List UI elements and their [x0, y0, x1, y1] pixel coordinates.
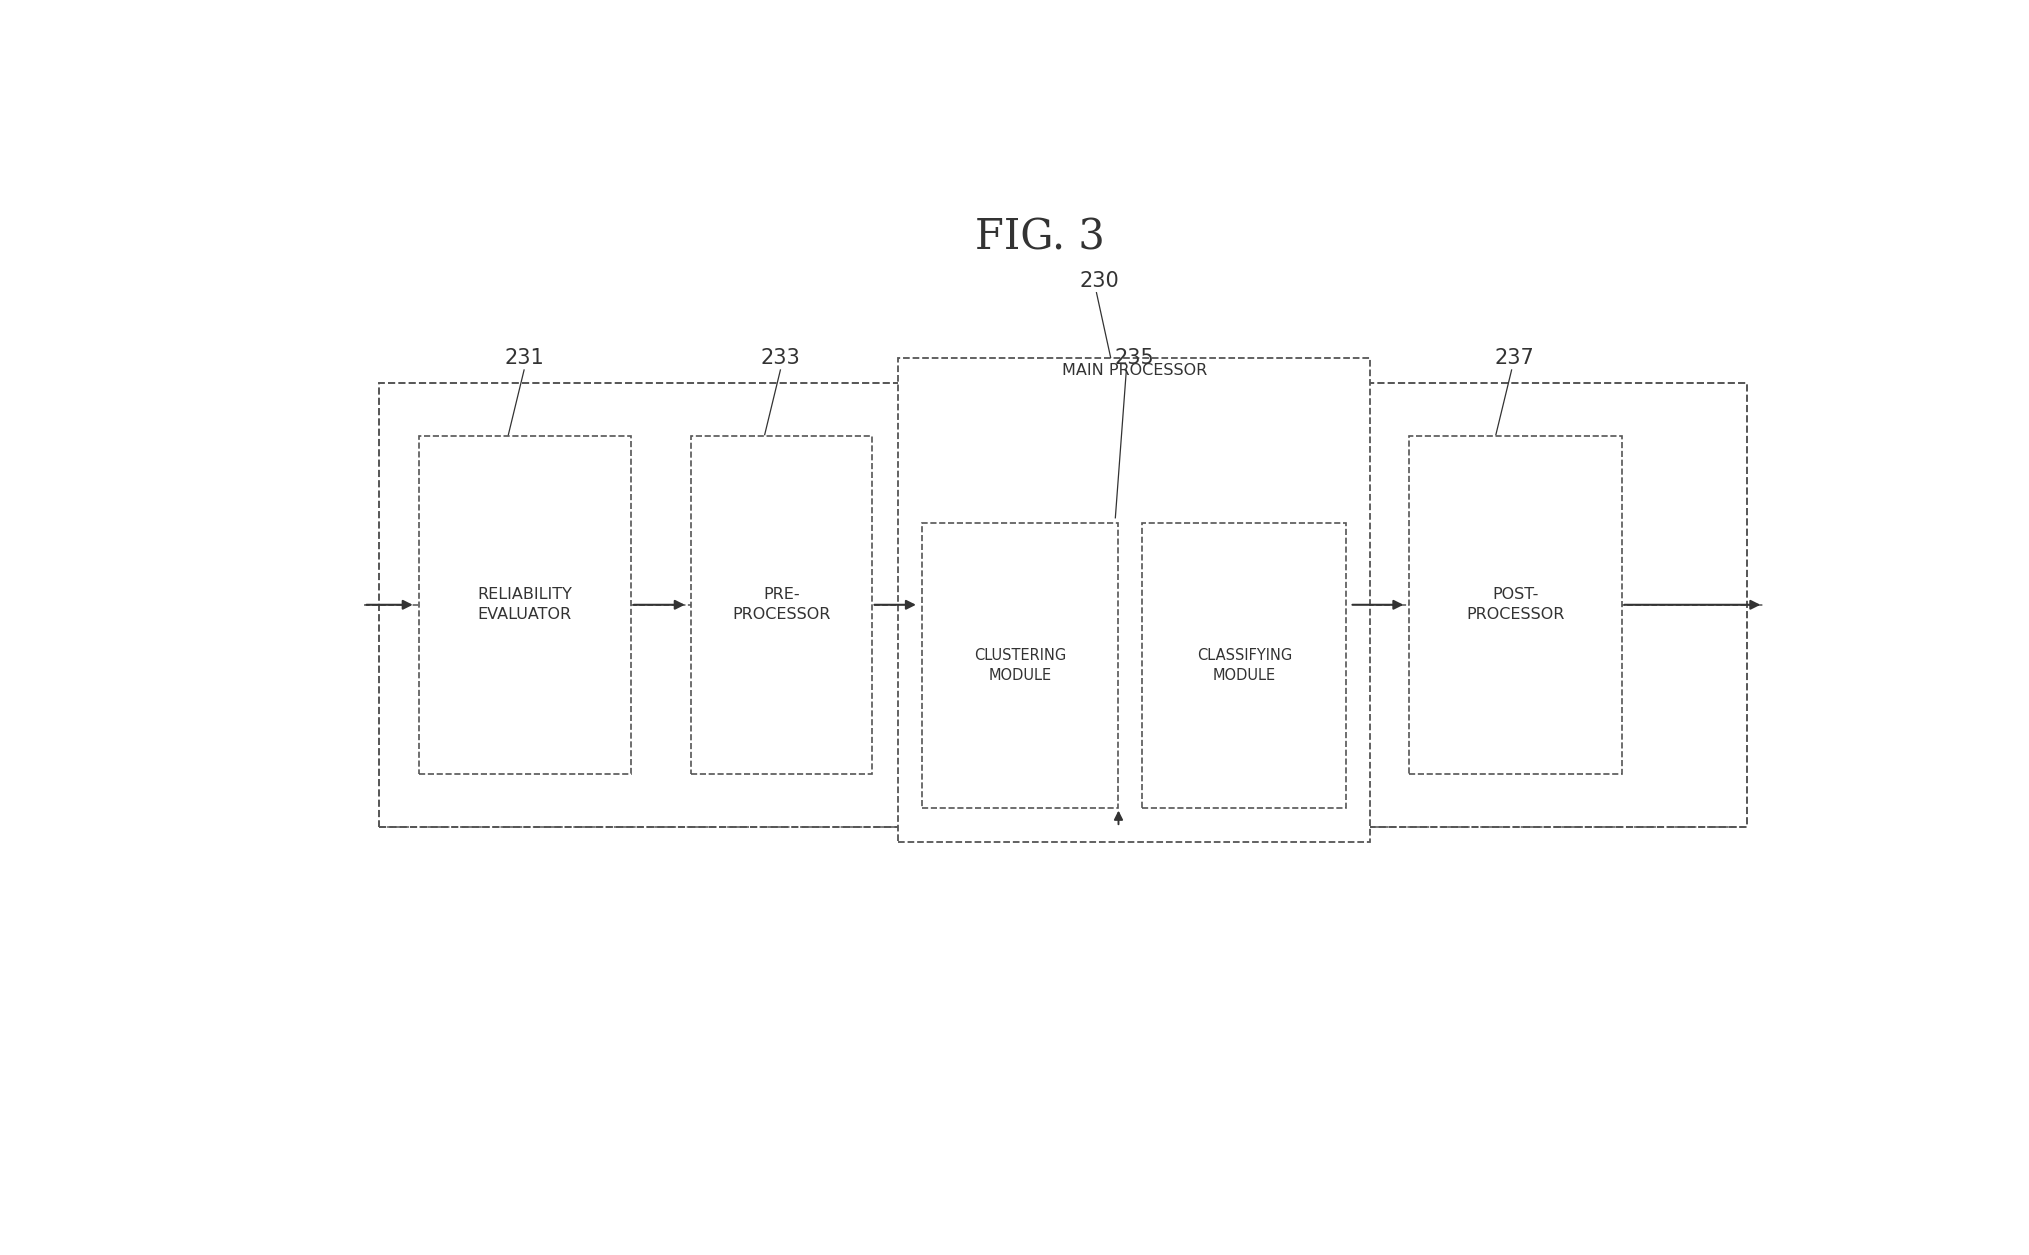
Text: MAIN PROCESSOR: MAIN PROCESSOR — [1061, 364, 1207, 379]
Text: 230: 230 — [1079, 271, 1120, 291]
Text: POST-
PROCESSOR: POST- PROCESSOR — [1467, 587, 1564, 622]
Text: CLASSIFYING
MODULE: CLASSIFYING MODULE — [1197, 648, 1292, 683]
Text: 233: 233 — [761, 348, 799, 368]
Bar — [1410, 435, 1621, 774]
Text: PRE-
PROCESSOR: PRE- PROCESSOR — [732, 587, 830, 622]
Bar — [1142, 522, 1347, 808]
Text: 231: 231 — [505, 348, 544, 368]
Bar — [690, 435, 872, 774]
Text: 235: 235 — [1114, 348, 1155, 368]
Bar — [921, 522, 1118, 808]
Text: RELIABILITY
EVALUATOR: RELIABILITY EVALUATOR — [477, 587, 572, 622]
Bar — [379, 383, 1747, 827]
Bar — [418, 435, 631, 774]
Text: 237: 237 — [1495, 348, 1534, 368]
Text: CLUSTERING
MODULE: CLUSTERING MODULE — [974, 648, 1067, 683]
Bar — [899, 359, 1370, 842]
Text: FIG. 3: FIG. 3 — [974, 217, 1106, 259]
